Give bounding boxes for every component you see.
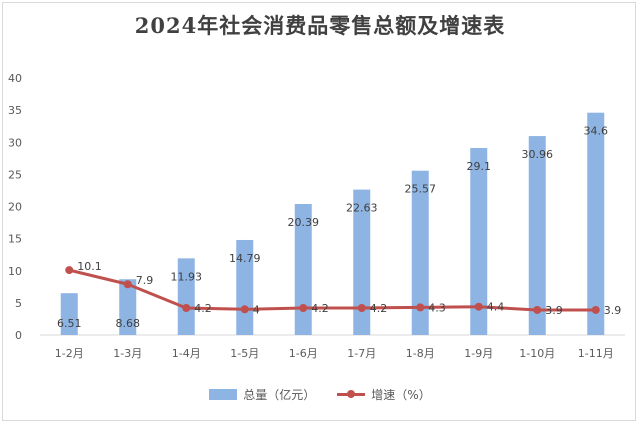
x-tick-label: 1-10月 [519, 347, 555, 360]
x-tick-label: 1-4月 [172, 347, 201, 360]
bar [294, 203, 312, 335]
legend-swatch-line [337, 389, 366, 400]
bar-data-label: 14.79 [229, 252, 261, 265]
bar-data-label: 6.51 [57, 317, 82, 330]
legend-label-volume: 总量（亿元） [243, 388, 316, 402]
bar [353, 189, 371, 335]
line-data-label: 4 [253, 303, 260, 316]
y-tick-label: 15 [8, 233, 22, 246]
bar [177, 258, 195, 335]
y-tick-label: 35 [8, 104, 22, 117]
line-point [533, 305, 542, 314]
line-data-label: 4.2 [311, 302, 329, 315]
line-point [591, 305, 600, 314]
x-tick-label: 1-6月 [289, 347, 318, 360]
y-tick-label: 30 [8, 136, 22, 149]
y-tick-label: 40 [8, 72, 22, 85]
line-data-label: 4.2 [370, 302, 388, 315]
line-point [416, 303, 425, 312]
x-tick-label: 1-3月 [113, 347, 142, 360]
chart-title: 2024年社会消费品零售总额及增速表 [134, 13, 506, 38]
bar [470, 148, 488, 335]
x-tick-label: 1-2月 [55, 347, 84, 360]
line-point [123, 280, 132, 289]
y-tick-label: 25 [8, 168, 22, 181]
line-data-label: 4.3 [428, 301, 446, 314]
x-tick-label: 1-8月 [406, 347, 435, 360]
bar-data-label: 34.6 [584, 125, 609, 138]
line-point [299, 304, 308, 313]
legend-label-growth: 增速（%） [371, 388, 431, 402]
bar [119, 279, 137, 335]
bar-data-label: 29.1 [467, 160, 492, 173]
x-tick-label: 1-11月 [578, 347, 614, 360]
line-data-label: 10.1 [77, 260, 102, 273]
bar-data-label: 25.57 [405, 183, 437, 196]
legend-item-volume: 总量（亿元） [209, 386, 315, 403]
y-tick-label: 10 [8, 265, 22, 278]
line-data-label: 4.2 [194, 302, 212, 315]
chart-frame [2, 2, 636, 421]
bar-data-label: 30.96 [522, 148, 554, 161]
line-point [240, 305, 249, 314]
x-tick-label: 1-9月 [464, 347, 493, 360]
bar [411, 170, 429, 335]
x-tick-label: 1-7月 [347, 347, 376, 360]
legend-swatch-bar [209, 389, 238, 400]
y-tick-label: 0 [15, 329, 22, 342]
bar [60, 293, 78, 335]
line-point [182, 304, 191, 313]
y-tick-label: 5 [15, 297, 22, 310]
line-data-label: 3.9 [604, 304, 622, 317]
line-data-label: 7.9 [136, 274, 154, 287]
line-data-label: 3.9 [545, 304, 563, 317]
bar-data-label: 20.39 [288, 216, 320, 229]
growth-line [68, 268, 596, 312]
line-data-label: 4.4 [487, 301, 505, 314]
legend: 总量（亿元） 增速（%） [0, 386, 640, 403]
line-point [65, 266, 74, 275]
bar-data-label: 8.68 [116, 317, 141, 330]
x-tick-label: 1-5月 [230, 347, 259, 360]
legend-item-growth: 增速（%） [337, 386, 431, 403]
bar [587, 112, 605, 335]
bar [236, 239, 254, 335]
line-point [474, 302, 483, 311]
y-tick-label: 20 [8, 201, 22, 214]
bar-data-label: 22.63 [346, 202, 378, 215]
bar [528, 136, 546, 335]
bar-data-label: 11.93 [171, 270, 203, 283]
line-point [357, 304, 366, 313]
